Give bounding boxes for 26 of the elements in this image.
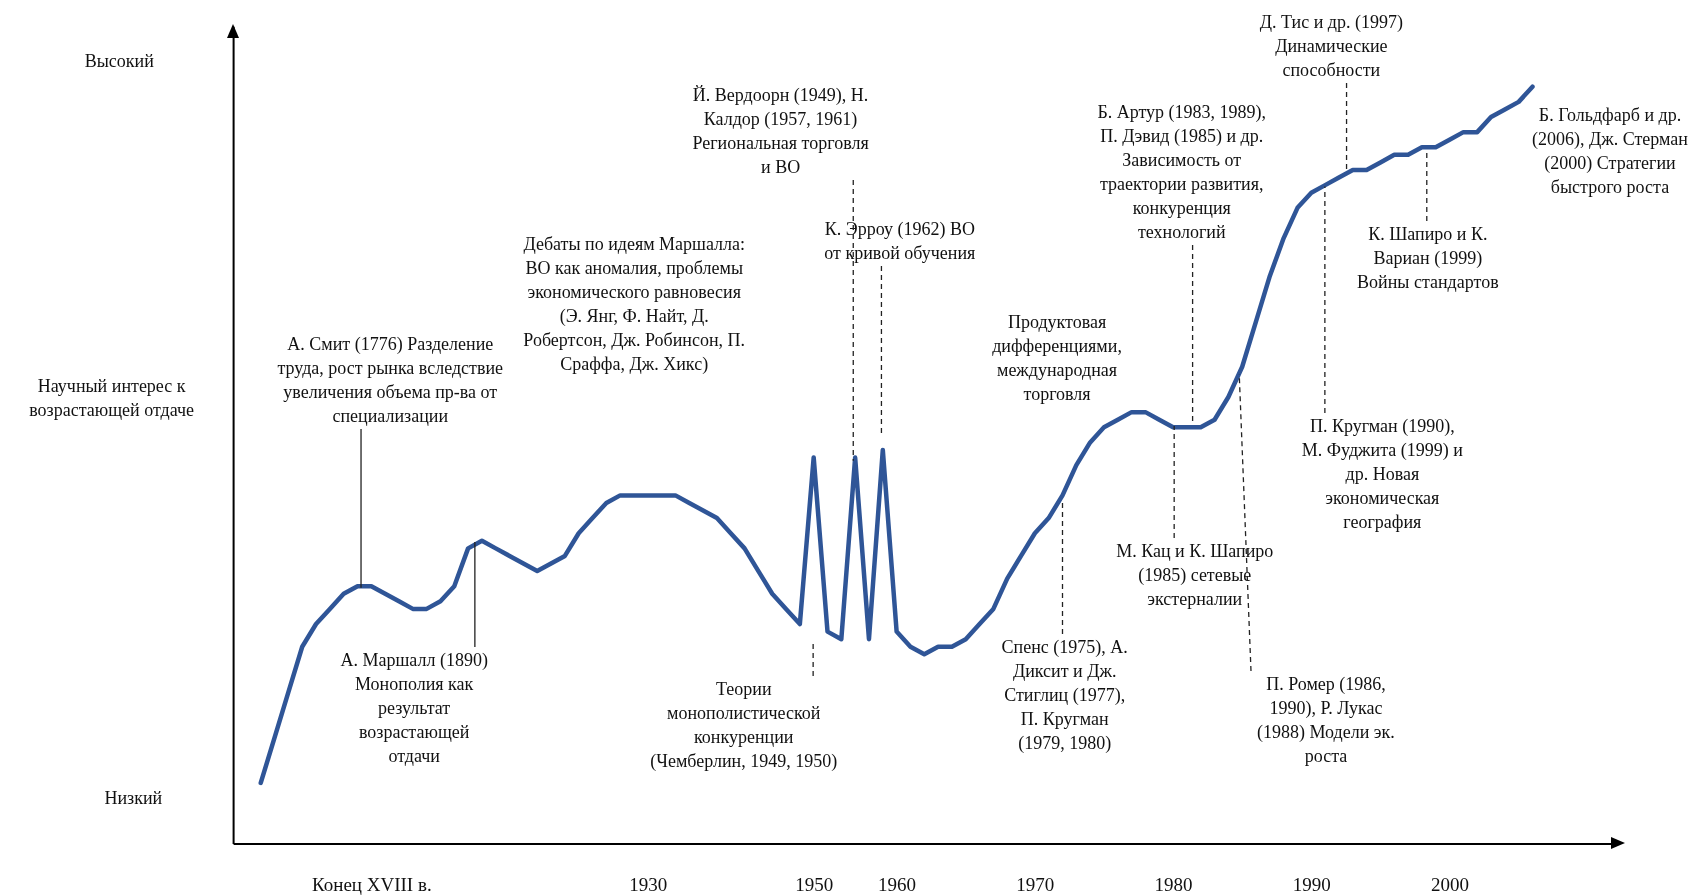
x-tick-label: 1950	[795, 873, 834, 895]
text: Д. Тис и др. (1997) Динамические способности	[1258, 10, 1404, 82]
annotation: П. Кругман (1990), М. Фуджита (1999) и др. Новая экономическая география	[1301, 415, 1464, 535]
annotation: Б. Гольдфарб и др. (2006), Дж. Стерман (2000) Стратегии быстрого роста	[1531, 104, 1689, 199]
annotation: К. Эрроу (1962) ВО от кривой обучения	[823, 217, 976, 265]
x-tick-label: 1930	[629, 873, 668, 895]
annotation: Продуктовая дифференциями, международная торговля	[991, 311, 1123, 407]
annotation: К. Шапиро и К. Вариан (1999) Войны стандартов	[1356, 223, 1500, 295]
annotation: Спенс (1975), А. Диксит и Дж. Стиглиц (1977), П. Кругман (1979, 1980)	[1000, 636, 1129, 756]
text: Высокий	[83, 49, 155, 73]
annotation: Й. Вердоорн (1949), Н. Калдор (1957, 1961) Региональная торговля и ВО	[691, 84, 870, 180]
annotation: Б. Артур (1983, 1989), П. Дэвид (1985) и др. Зависимость от траектории развития, конкуренция технологий	[1096, 100, 1268, 244]
annotation: Теории монополистической конкуренции (Чемберлин, 1949, 1950)	[649, 677, 839, 773]
x-tick-label: 1980	[1154, 873, 1193, 895]
x-tick-label: 2000	[1431, 873, 1470, 895]
text: Низкий	[103, 787, 164, 811]
y-axis-title: Научный интерес к возрастающей отдаче	[28, 375, 196, 423]
annotation: Дебаты по идеям Маршалла: ВО как аномалия, проблемы экономического равновесия (Э. Янг, Ф. Найт, Д. Робертсон, Дж. Робинсон, П. Сраффа, Дж. Хикс)	[523, 233, 746, 376]
annotation: М. Кац и К. Шапиро (1985) сетевые экстерналии	[1115, 539, 1275, 611]
x-tick-label: Конец XVIII в.	[312, 873, 432, 895]
x-tick-label: 1970	[1016, 873, 1055, 895]
annotation: П. Ромер (1986, 1990), Р. Лукас (1988) Модели эк. роста	[1256, 673, 1396, 769]
annotation: А. Маршалл (1890) Монополия как результат возрастающей отдачи	[339, 649, 489, 769]
x-tick-label: 1990	[1292, 873, 1331, 895]
annotation: А. Смит (1776) Разделение труда, рост рынка вследствие увеличения объема пр-ва от специализации	[276, 332, 505, 428]
x-tick-label: 1960	[878, 873, 917, 895]
